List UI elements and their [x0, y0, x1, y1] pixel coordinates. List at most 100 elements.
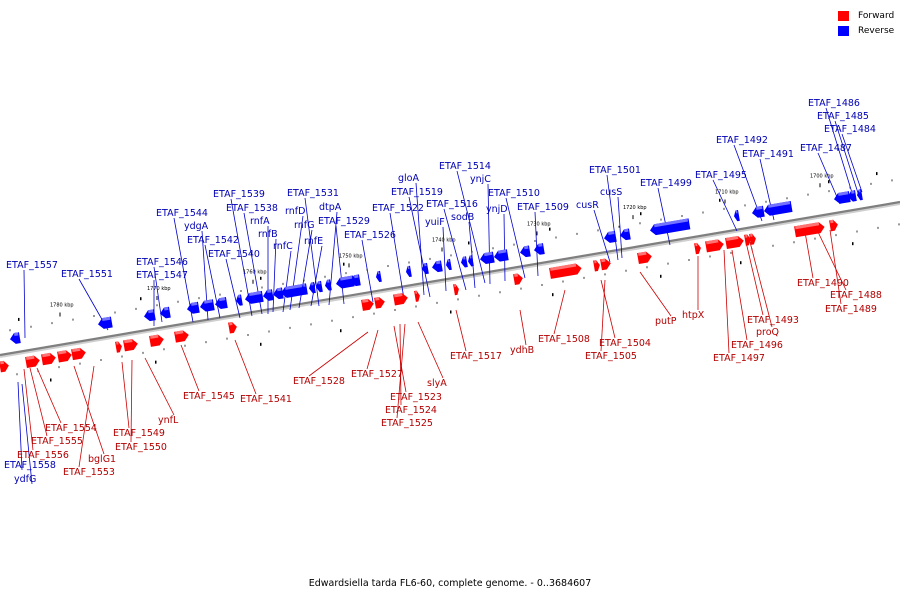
minor-feature [155, 360, 157, 364]
minor-feature [876, 172, 878, 176]
gene-body [236, 294, 243, 306]
gene-body [734, 209, 740, 222]
reverse-gene-label: rnfC [273, 241, 293, 252]
gene-highlight [267, 289, 272, 293]
gene-highlight [42, 352, 51, 358]
leader-line [443, 208, 467, 291]
forward-gene [393, 293, 408, 306]
forward-gene-label: ETAF_1488 [830, 290, 882, 301]
gene-highlight [219, 297, 226, 302]
reverse-gene [534, 243, 545, 255]
reverse-gene-label: ETAF_1542 [187, 235, 239, 246]
forward-gene [0, 360, 9, 373]
reverse-gene-label: cusR [576, 200, 599, 211]
leader-line [366, 329, 379, 370]
reverse-gene-label: ETAF_1546 [136, 257, 188, 268]
gene-highlight [514, 273, 519, 277]
reverse-gene-label: ETAF_1557 [6, 260, 58, 271]
leader-line [335, 225, 345, 305]
axis-shadow [0, 202, 900, 358]
leader-line [225, 258, 241, 319]
gene-highlight [498, 249, 507, 254]
forward-gene-label: ETAF_1523 [390, 392, 442, 403]
reverse-gene-label: ETAF_1531 [287, 188, 339, 199]
forward-gene-label: ETAF_1517 [450, 351, 502, 362]
reverse-gene-label: ETAF_1538 [226, 203, 278, 214]
leader-line [21, 383, 33, 485]
leader-line [804, 231, 814, 279]
forward-gene [749, 233, 756, 245]
reverse-gene-label: ETAF_1539 [213, 189, 265, 200]
leader-line [723, 249, 730, 354]
forward-gene [694, 242, 701, 255]
forward-gene [593, 260, 600, 272]
forward-gene-label: ETAF_1545 [183, 391, 235, 402]
leader-line [36, 367, 62, 424]
scale-label: 1770 kbp [147, 286, 171, 292]
reverse-gene-label: ETAF_1544 [156, 208, 208, 219]
minor-feature [719, 198, 721, 202]
gene-highlight [327, 279, 330, 283]
leader-line [282, 250, 292, 313]
leader-line [829, 229, 842, 305]
reverse-gene [461, 256, 468, 268]
reverse-swatch [838, 25, 849, 36]
forward-gene-label: ETAF_1528 [293, 376, 345, 387]
forward-gene-label: putP [655, 316, 677, 327]
reverse-gene-label: rnfA [250, 216, 270, 227]
reverse-gene [834, 191, 851, 204]
reverse-gene [857, 189, 863, 201]
forward-gene-label: ynfL [158, 415, 179, 426]
gene-highlight [285, 283, 306, 290]
gene-highlight [638, 251, 647, 256]
gene-highlight [858, 189, 861, 193]
forward-gene-label: ETAF_1556 [17, 450, 69, 461]
leader-line [180, 344, 200, 392]
gene-highlight [750, 233, 753, 237]
leader-line [712, 179, 738, 232]
reverse-gene-label: ETAF_1516 [426, 199, 478, 210]
gene-highlight [311, 282, 314, 286]
reverse-gene [494, 249, 509, 262]
reverse-gene-label: ydfG [14, 474, 36, 485]
gene-highlight [454, 283, 457, 288]
reverse-gene-label: gloA [398, 173, 419, 184]
forward-gene-label: ETAF_1497 [713, 353, 765, 364]
leader-line [600, 279, 616, 339]
forward-gene-label: ETAF_1496 [731, 340, 783, 351]
scale-label: 1710 kbp [715, 189, 739, 195]
gene-body [309, 282, 316, 294]
gene-highlight [424, 262, 427, 267]
scale-label: 1720 kbp [623, 205, 647, 211]
reverse-gene-label: ETAF_1514 [439, 161, 491, 172]
reverse-gene-label: ETAF_1492 [716, 135, 768, 146]
leader-line [468, 221, 476, 289]
leader-line [456, 170, 486, 284]
reverse-gene-label: sodB [451, 212, 474, 223]
leader-line [731, 249, 748, 341]
reverse-gene [432, 260, 443, 273]
gene-highlight [375, 296, 380, 301]
gene-highlight [72, 347, 81, 353]
forward-gene [829, 219, 838, 232]
reverse-gene-label: ETAF_1509 [517, 202, 569, 213]
reverse-gene [160, 306, 171, 319]
reverse-gene [273, 287, 284, 300]
forward-gene [123, 338, 138, 352]
reverse-gene-label: rnfB [258, 229, 278, 240]
legend: Forward Reverse [838, 8, 894, 38]
leader-line [442, 226, 447, 292]
leader-line [173, 217, 194, 323]
gene-highlight [318, 281, 321, 285]
leader-line [417, 321, 444, 379]
forward-gene [600, 258, 611, 271]
reverse-gene [336, 275, 355, 289]
gene-highlight [377, 270, 380, 275]
forward-gene [71, 347, 86, 361]
gene-body [301, 283, 308, 295]
leader-line [399, 323, 402, 406]
legend-forward: Forward [838, 8, 894, 23]
reverse-gene [98, 316, 113, 329]
forward-gene [41, 352, 56, 366]
gene-body [422, 262, 429, 275]
